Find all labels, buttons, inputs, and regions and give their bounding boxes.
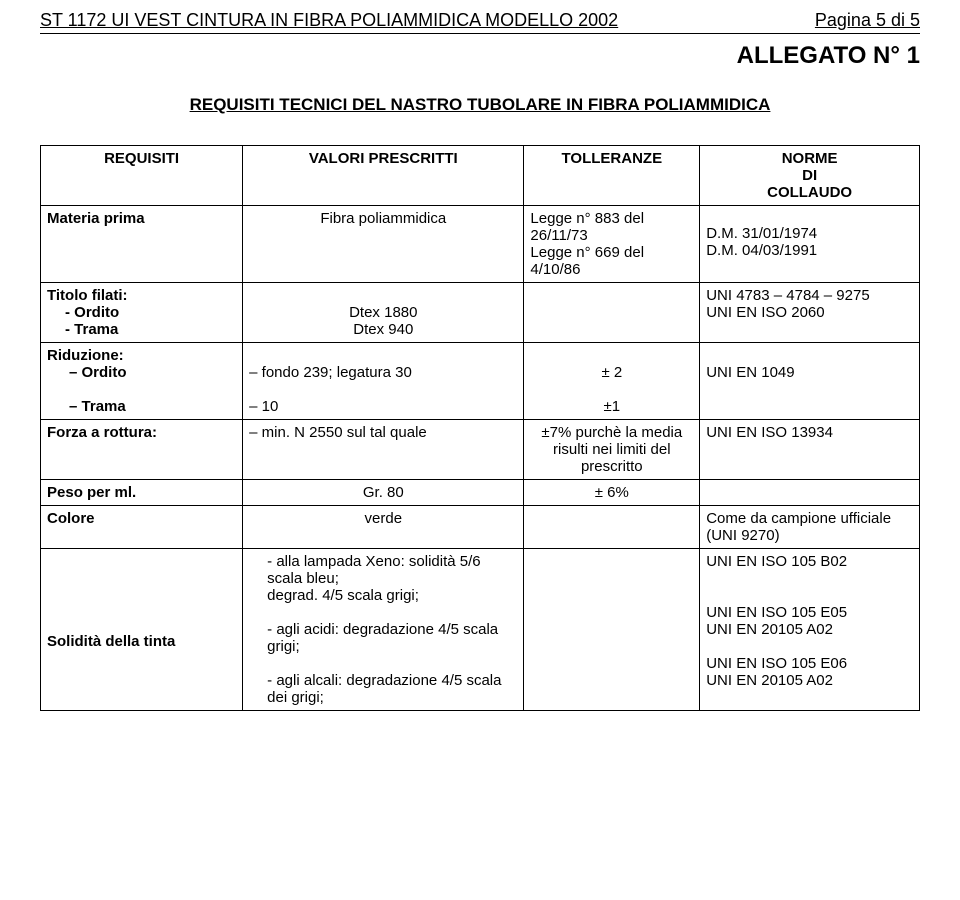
text: UNI EN 1049 — [706, 364, 794, 381]
col-norme: NORME DI COLLAUDO — [700, 146, 920, 206]
text: UNI EN ISO 2060 — [706, 304, 824, 321]
cell: – fondo 239; legatura 30 – 10 — [243, 343, 524, 420]
cell-colore: Colore — [41, 506, 243, 549]
cell: UNI 4783 – 4784 – 9275 UNI EN ISO 2060 — [700, 283, 920, 343]
col-norme-l1: NORME — [782, 150, 838, 167]
table-row: Solidità della tinta alla lampada Xeno: … — [41, 549, 920, 711]
header-left: ST 1172 UI VEST CINTURA IN FIBRA POLIAMM… — [40, 10, 618, 31]
table-row: Titolo filati: Ordito Trama Dtex 1880 Dt… — [41, 283, 920, 343]
list: Trama — [47, 398, 236, 415]
col-valori: VALORI PRESCRITTI — [243, 146, 524, 206]
list-item: Ordito — [69, 364, 236, 381]
text: Legge n° 883 del 26/11/73 — [530, 210, 644, 244]
col-norme-l3: COLLAUDO — [767, 184, 852, 201]
list-item: alla lampada Xeno: solidità 5/6 scala bl… — [267, 553, 517, 604]
list: agli alcali: degradazione 4/5 scala dei … — [249, 672, 517, 706]
table-row: Materia prima Fibra poliammidica Legge n… — [41, 206, 920, 283]
label: Solidità della tinta — [47, 633, 175, 650]
col-requisiti: REQUISITI — [41, 146, 243, 206]
cell: ± 2 ±1 — [524, 343, 700, 420]
text: UNI EN 20105 A02 — [706, 672, 833, 689]
text: UNI EN ISO 105 E06 — [706, 655, 847, 672]
subtitle: REQUISITI TECNICI DEL NASTRO TUBOLARE IN… — [40, 95, 920, 115]
table-row: Peso per ml. Gr. 80 ± 6% — [41, 480, 920, 506]
label: Riduzione: — [47, 347, 124, 364]
col-norme-l2: DI — [802, 167, 817, 184]
cell: Legge n° 883 del 26/11/73 Legge n° 669 d… — [524, 206, 700, 283]
cell-materia-prima: Materia prima — [41, 206, 243, 283]
cell: Fibra poliammidica — [243, 206, 524, 283]
cell: alla lampada Xeno: solidità 5/6 scala bl… — [243, 549, 524, 711]
text: D.M. 04/03/1991 — [706, 242, 817, 259]
header-line: ST 1172 UI VEST CINTURA IN FIBRA POLIAMM… — [40, 10, 920, 34]
cell: UNI EN ISO 105 B02 UNI EN ISO 105 E05 UN… — [700, 549, 920, 711]
text: – fondo 239; legatura 30 — [249, 364, 412, 381]
list: agli acidi: degradazione 4/5 scala grigi… — [249, 621, 517, 655]
list-item: Ordito — [65, 304, 236, 321]
cell: verde — [243, 506, 524, 549]
cell: – min. N 2550 sul tal quale — [243, 420, 524, 480]
cell: D.M. 31/01/1974 D.M. 04/03/1991 — [700, 206, 920, 283]
cell-empty — [524, 283, 700, 343]
cell-titolo-filati: Titolo filati: Ordito Trama — [41, 283, 243, 343]
header-right: Pagina 5 di 5 — [815, 10, 920, 31]
text: degrad. 4/5 scala grigi; — [267, 587, 419, 604]
text: UNI EN 20105 A02 — [706, 621, 833, 638]
table-row: Riduzione: Ordito Trama – fondo 239; leg… — [41, 343, 920, 420]
cell-empty — [524, 506, 700, 549]
cell-empty — [700, 480, 920, 506]
text: ± 2 — [601, 364, 622, 381]
text: Dtex 1880 — [349, 304, 417, 321]
list-item: Trama — [69, 398, 236, 415]
col-tolleranze: TOLLERANZE — [524, 146, 700, 206]
requirements-table: REQUISITI VALORI PRESCRITTI TOLLERANZE N… — [40, 145, 920, 711]
text: UNI EN ISO 105 E05 — [706, 604, 847, 621]
table-header-row: REQUISITI VALORI PRESCRITTI TOLLERANZE N… — [41, 146, 920, 206]
cell: ± 6% — [524, 480, 700, 506]
text: alla lampada Xeno: solidità 5/6 scala bl… — [267, 553, 480, 587]
table-row: Forza a rottura: – min. N 2550 sul tal q… — [41, 420, 920, 480]
list-item: Trama — [65, 321, 236, 338]
text: Dtex 940 — [353, 321, 413, 338]
table-row: Colore verde Come da campione ufficiale … — [41, 506, 920, 549]
text: D.M. 31/01/1974 — [706, 225, 817, 242]
cell-solidita: Solidità della tinta — [41, 549, 243, 711]
cell-forza: Forza a rottura: — [41, 420, 243, 480]
list-item: agli acidi: degradazione 4/5 scala grigi… — [267, 621, 517, 655]
text: UNI 4783 – 4784 – 9275 — [706, 287, 869, 304]
cell: Dtex 1880 Dtex 940 — [243, 283, 524, 343]
allegato-title: ALLEGATO N° 1 — [40, 42, 920, 70]
cell-peso: Peso per ml. — [41, 480, 243, 506]
text: UNI EN ISO 105 B02 — [706, 553, 847, 570]
cell: ±7% purchè la media risulti nei limiti d… — [524, 420, 700, 480]
page: ST 1172 UI VEST CINTURA IN FIBRA POLIAMM… — [0, 0, 960, 731]
cell-riduzione: Riduzione: Ordito Trama — [41, 343, 243, 420]
list: Ordito — [47, 364, 236, 381]
label: Titolo filati: — [47, 287, 128, 304]
text: – 10 — [249, 398, 278, 415]
cell-empty — [524, 549, 700, 711]
list: alla lampada Xeno: solidità 5/6 scala bl… — [249, 553, 517, 604]
list-item: agli alcali: degradazione 4/5 scala dei … — [267, 672, 517, 706]
text: ±1 — [604, 398, 621, 415]
list: Ordito Trama — [47, 304, 236, 338]
cell: UNI EN ISO 13934 — [700, 420, 920, 480]
cell: Come da campione ufficiale (UNI 9270) — [700, 506, 920, 549]
text: Legge n° 669 del 4/10/86 — [530, 244, 644, 278]
cell: Gr. 80 — [243, 480, 524, 506]
cell: UNI EN 1049 — [700, 343, 920, 420]
